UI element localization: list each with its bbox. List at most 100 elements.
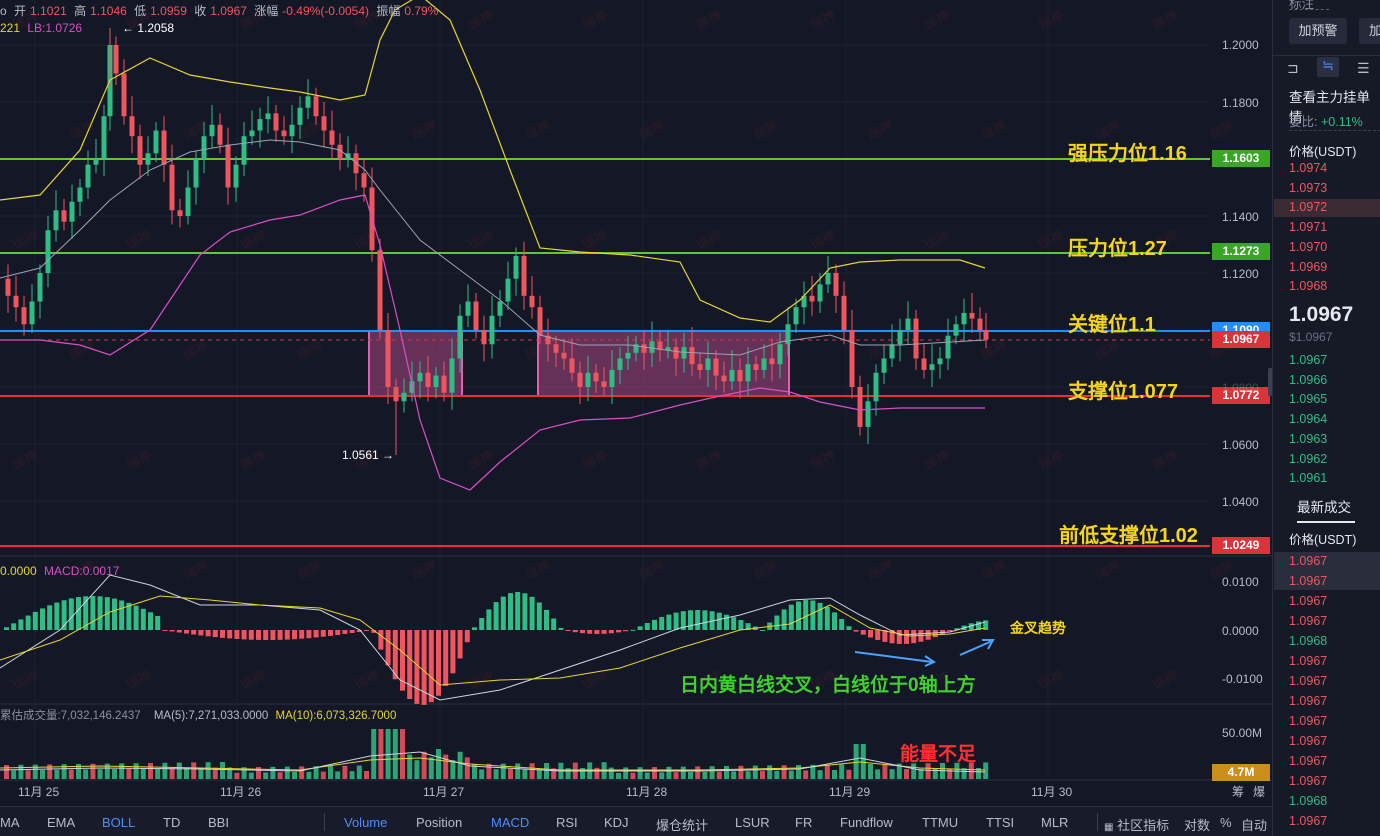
log-scale-toggle[interactable]: 对数 [1184,818,1211,833]
bid-row[interactable]: 1.0963 [1289,431,1328,446]
volume-bar [673,772,679,779]
bid-row[interactable]: 1.0964 [1289,412,1328,427]
macd-histogram-bar [205,630,211,637]
trade-row[interactable]: 1.0968 [1289,794,1328,808]
candle-body [801,295,807,308]
add-button[interactable]: 加 [1359,18,1380,44]
trade-row[interactable]: 1.0967 [1289,594,1328,608]
macd-histogram-bar [436,630,441,696]
candle-body [897,330,903,345]
volume-bar [407,754,413,779]
ask-row[interactable]: 1.0972 [1289,200,1328,215]
ind-ma[interactable]: MA [0,815,20,830]
watermark: 瑞神 [979,337,1009,362]
candle-body [153,130,159,154]
trade-row[interactable]: 1.0967 [1289,754,1328,768]
ind-liquidation[interactable]: 爆仓统计 [656,818,709,833]
trade-row[interactable]: 1.0967 [1289,654,1328,668]
candle-body [37,273,43,302]
x-right-1[interactable]: 筹 [1232,785,1245,799]
trade-row[interactable]: 1.0967 [1289,734,1328,748]
candle-body [13,295,19,308]
ask-row[interactable]: 1.0971 [1289,220,1328,235]
candle-body [209,124,215,137]
candlestick-chart[interactable]: 瑞神瑞神瑞神瑞神瑞神瑞神瑞神瑞神瑞神瑞神瑞神瑞神瑞神瑞神瑞神瑞神瑞神瑞神瑞神瑞神… [0,0,1272,806]
volume-bar [889,769,895,779]
volume-bar [428,757,434,779]
ind-boll[interactable]: BOLL [102,815,136,830]
ask-row[interactable]: 1.0973 [1289,180,1328,195]
volume-bar [803,770,809,779]
ask-row[interactable]: 1.0968 [1289,279,1328,294]
ind-td[interactable]: TD [163,815,181,830]
ind-rsi[interactable]: RSI [556,815,578,830]
volume-bar [148,763,153,779]
bid-row[interactable]: 1.0962 [1289,451,1328,466]
candle-body [617,358,623,370]
y-tick: 1.1400 [1222,210,1259,224]
x-tick: 11月 30 [1031,785,1073,799]
auto-scale-toggle[interactable]: 自动 [1241,818,1268,833]
ind-volume[interactable]: Volume [344,815,388,830]
vol-ma5: MA(5):7,271,033.0000 [153,710,269,722]
ind-macd[interactable]: MACD [491,815,530,830]
bid-row[interactable]: 1.0967 [1289,353,1328,367]
add-alert-button[interactable]: 加预警 [1289,18,1347,44]
bid-row[interactable]: 1.0966 [1289,372,1328,387]
ind-kdj[interactable]: KDJ [604,815,629,830]
ind-ema[interactable]: EMA [47,815,76,830]
macd-histogram-bar [68,598,74,630]
ask-row[interactable]: 1.0969 [1289,259,1328,274]
community-indicators-button[interactable]: ▦ 社区指标 [1104,815,1169,834]
macd-histogram-bar [644,622,650,630]
candle-body [129,116,135,137]
volume-bar [644,772,650,779]
orderbook-asks-icon[interactable]: ☰ [1357,60,1370,76]
volume-bar [263,772,269,779]
trade-row[interactable]: 1.0967 [1289,614,1328,628]
trade-row[interactable]: 1.0967 [1289,774,1328,788]
trades-title[interactable]: 最新成交 [1297,500,1351,515]
bid-row[interactable]: 1.0961 [1289,471,1328,486]
chart-area[interactable]: 瑞神 瑞神 瑞神 瑞神 瑞神 瑞神 瑞神 瑞神 瑞神 瑞神 瑞神 瑞神 瑞神 瑞神 瑞神 瑞神 瑞神 瑞神 瑞神 瑞神… [0,0,1277,806]
y-tick: 1.2000 [1222,38,1259,52]
ask-row[interactable]: 1.0970 [1289,239,1328,254]
y-tick: 1.0800 [1222,381,1259,395]
trade-row[interactable]: 1.0967 [1289,554,1328,568]
ind-ttsi[interactable]: TTSI [986,815,1015,830]
macd-histogram-bar [335,630,341,635]
ind-fundflow[interactable]: Fundflow [840,815,893,830]
trade-row[interactable]: 1.0967 [1289,674,1328,688]
ind-lsur[interactable]: LSUR [735,815,770,830]
trade-row[interactable]: 1.0967 [1289,714,1328,728]
watermark: 瑞神 [751,557,781,582]
candle-body [961,312,967,325]
percent-toggle[interactable]: % [1220,815,1232,830]
x-right-2[interactable]: 爆 [1253,785,1266,799]
macd-histogram-bar [572,630,578,633]
ind-fr[interactable]: FR [795,815,813,830]
volume-bar [544,763,549,779]
trade-row[interactable]: 1.0967 [1289,814,1328,828]
ind-position[interactable]: Position [416,815,463,830]
ind-ttmu[interactable]: TTMU [922,815,959,830]
macd-histogram-bar [162,630,168,631]
trade-row[interactable]: 1.0967 [1289,694,1328,708]
orderbook-both-icon[interactable]: ⊐ [1287,60,1299,76]
bid-row[interactable]: 1.0965 [1289,392,1328,407]
trade-row[interactable]: 1.0967 [1289,574,1328,588]
ind-mlr[interactable]: MLR [1041,815,1069,830]
volume-bar [176,762,182,779]
macd-histogram-bar [407,630,413,700]
macd-histogram-bar [839,618,845,630]
orderbook-bids-icon[interactable]: ≒ [1317,57,1339,77]
orderbook-title[interactable]: 查看主力挂单情 [1289,90,1370,125]
ask-row[interactable]: 1.0974 [1289,161,1328,175]
trade-row[interactable]: 1.0968 [1289,634,1328,648]
ind-bbi[interactable]: BBI [208,815,229,830]
candle-body [753,364,759,370]
candle-body [393,387,399,402]
candle-body [497,301,503,316]
volume-bar [709,766,715,779]
candle-body [657,341,663,350]
